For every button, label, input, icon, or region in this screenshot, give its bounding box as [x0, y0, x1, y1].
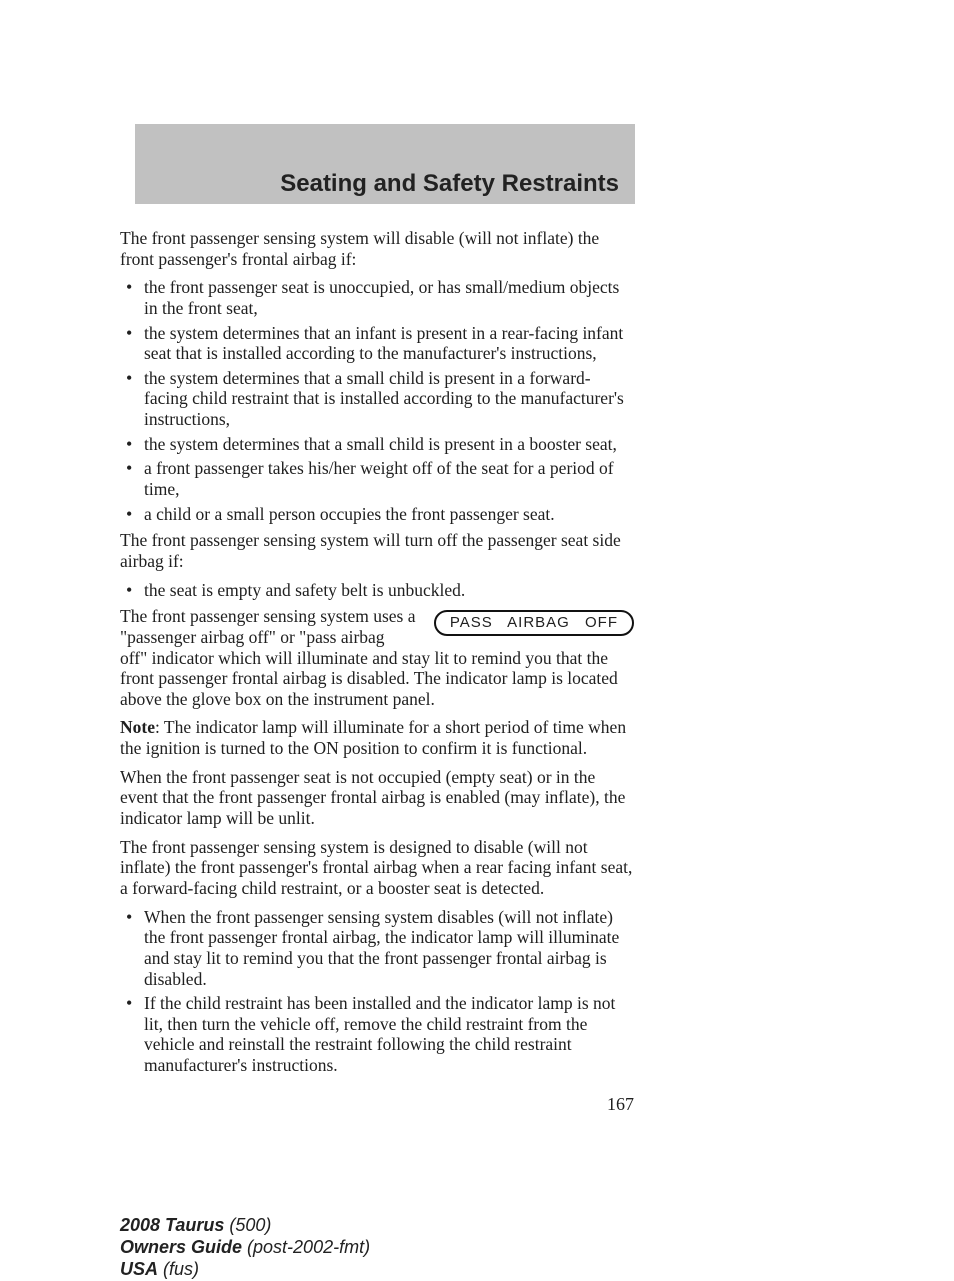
list-item: the front passenger seat is unoccupied, …: [120, 277, 634, 318]
footer-guide-rest: (post-2002-fmt): [242, 1237, 370, 1257]
list-item: the system determines that a small child…: [120, 434, 634, 455]
list-item: the seat is empty and safety belt is unb…: [120, 580, 634, 601]
body-paragraph: The front passenger sensing system is de…: [120, 837, 634, 899]
bullet-list-3: When the front passenger sensing system …: [120, 907, 634, 1076]
section-header-bar: Seating and Safety Restraints: [135, 124, 635, 204]
document-footer: 2008 Taurus (500) Owners Guide (post-200…: [120, 1215, 954, 1281]
indicator-lamp-graphic: PASS AIRBAG OFF: [434, 610, 634, 636]
note-paragraph: Note: The indicator lamp will illuminate…: [120, 717, 634, 758]
bullet-list-1: the front passenger seat is unoccupied, …: [120, 277, 634, 524]
indicator-paragraph-block: PASS AIRBAG OFF The front passenger sens…: [120, 606, 634, 709]
list-item: the system determines that a small child…: [120, 368, 634, 430]
list-item: a child or a small person occupies the f…: [120, 504, 634, 525]
note-text: : The indicator lamp will illuminate for…: [120, 717, 626, 758]
pass-airbag-off-indicator: PASS AIRBAG OFF: [434, 610, 634, 636]
footer-line-guide: Owners Guide (post-2002-fmt): [120, 1237, 954, 1259]
footer-line-region: USA (fus): [120, 1259, 954, 1281]
list-item: the system determines that an infant is …: [120, 323, 634, 364]
footer-region-rest: (fus): [158, 1259, 199, 1279]
document-page: Seating and Safety Restraints The front …: [0, 124, 954, 1281]
list-item: If the child restraint has been installe…: [120, 993, 634, 1076]
footer-line-model: 2008 Taurus (500): [120, 1215, 954, 1237]
list-item: When the front passenger sensing system …: [120, 907, 634, 990]
bullet-list-2: the seat is empty and safety belt is unb…: [120, 580, 634, 601]
footer-guide-bold: Owners Guide: [120, 1237, 242, 1257]
intro-paragraph-1: The front passenger sensing system will …: [120, 228, 634, 269]
intro-paragraph-2: The front passenger sensing system will …: [120, 530, 634, 571]
footer-model-bold: 2008 Taurus: [120, 1215, 224, 1235]
list-item: a front passenger takes his/her weight o…: [120, 458, 634, 499]
body-paragraph: When the front passenger seat is not occ…: [120, 767, 634, 829]
footer-region-bold: USA: [120, 1259, 158, 1279]
note-label: Note: [120, 717, 155, 737]
body-content: The front passenger sensing system will …: [120, 228, 634, 1115]
page-number: 167: [120, 1094, 634, 1115]
section-title: Seating and Safety Restraints: [280, 170, 619, 198]
footer-model-rest: (500): [224, 1215, 271, 1235]
